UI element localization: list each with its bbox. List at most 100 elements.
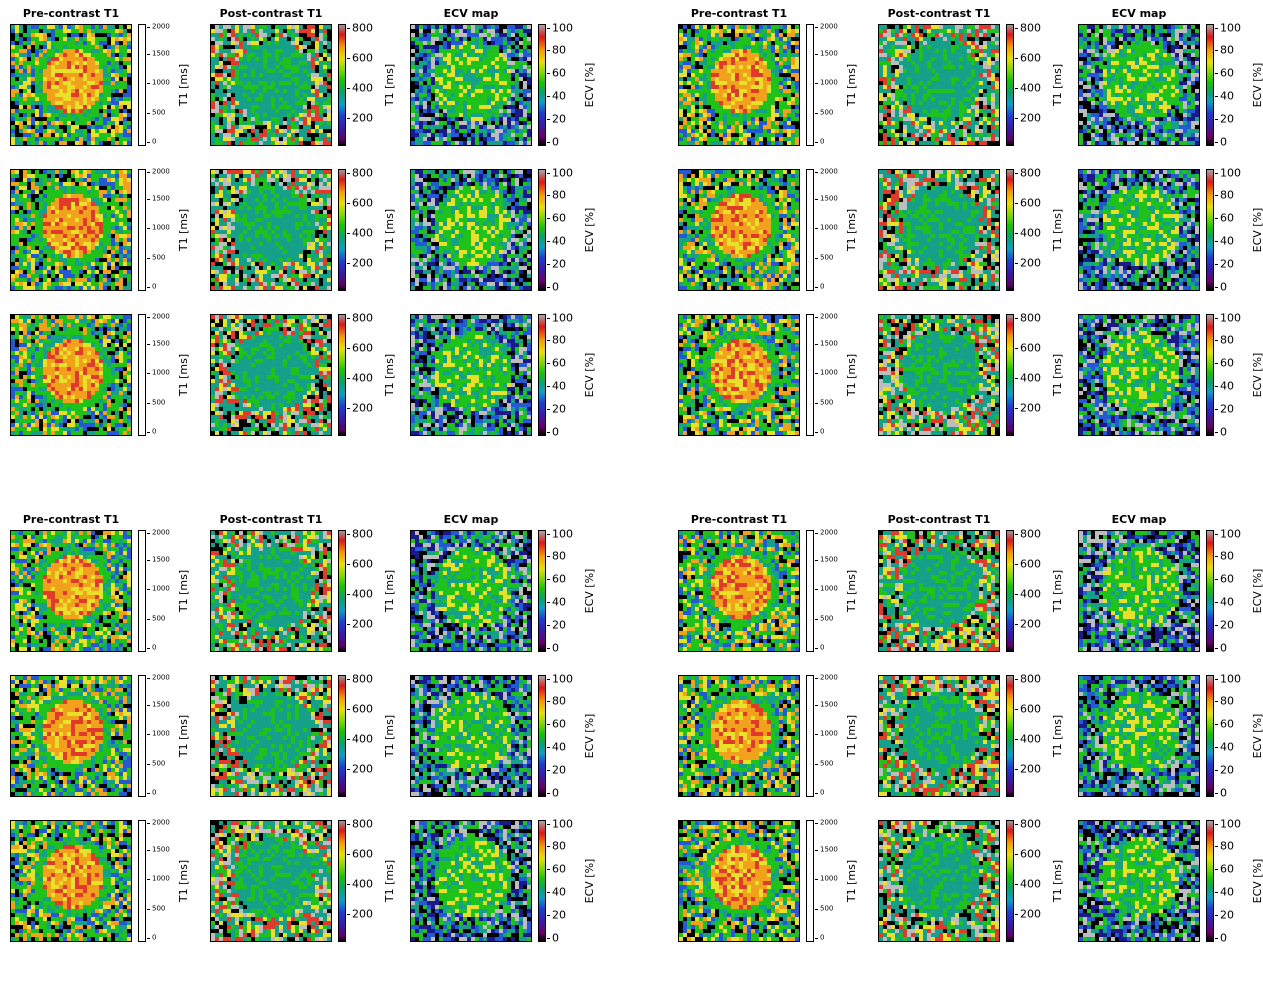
colorbar-tick bbox=[1015, 173, 1018, 174]
colorbar-tick-label: 500 bbox=[152, 761, 165, 768]
pre-colorbar bbox=[138, 314, 146, 436]
colorbar-axis-label: T1 [ms] bbox=[846, 354, 857, 396]
ecv-colorbar bbox=[1206, 820, 1214, 942]
pre-map-image bbox=[10, 675, 132, 797]
colorbar-tick bbox=[1215, 846, 1218, 847]
post-colorbar bbox=[1006, 169, 1014, 291]
colorbar-tick bbox=[1215, 432, 1218, 433]
post-colorbar bbox=[338, 530, 346, 652]
colorbar-tick bbox=[147, 373, 150, 374]
colorbar-tick-label: 400 bbox=[1020, 879, 1041, 890]
colorbar-tick-label: 500 bbox=[820, 616, 833, 623]
colorbar-tick bbox=[815, 533, 818, 534]
ecv-colorbar bbox=[1206, 675, 1214, 797]
colorbar-tick-label: 40 bbox=[552, 887, 566, 898]
colorbar-tick-label: 400 bbox=[352, 879, 373, 890]
colorbar-tick-label: 400 bbox=[1020, 589, 1041, 600]
colorbar-tick-label: 400 bbox=[352, 373, 373, 384]
colorbar-tick-label: 0 bbox=[152, 645, 156, 652]
colorbar-axis-label: ECV [%] bbox=[584, 208, 595, 253]
colorbar-tick-label: 1500 bbox=[820, 557, 838, 564]
colorbar-axis-label: T1 [ms] bbox=[384, 209, 395, 251]
colorbar-tick bbox=[147, 172, 150, 173]
colorbar-tick-label: 800 bbox=[352, 23, 373, 34]
colorbar-tick bbox=[815, 199, 818, 200]
colorbar-axis-label: ECV [%] bbox=[584, 569, 595, 614]
colorbar-axis-label: T1 [ms] bbox=[384, 715, 395, 757]
colorbar-tick-label: 80 bbox=[552, 190, 566, 201]
pre-colorbar bbox=[138, 675, 146, 797]
colorbar-tick-label: 40 bbox=[1220, 887, 1234, 898]
colorbar-tick-label: 1500 bbox=[820, 847, 838, 854]
colorbar-tick bbox=[147, 619, 150, 620]
colorbar-tick bbox=[1215, 724, 1218, 725]
pre-title: Pre-contrast T1 bbox=[678, 7, 800, 20]
pre-map-image bbox=[678, 169, 800, 291]
colorbar-tick bbox=[1215, 824, 1218, 825]
colorbar-tick-label: 800 bbox=[352, 168, 373, 179]
colorbar-tick bbox=[347, 824, 350, 825]
colorbar-tick bbox=[1215, 28, 1218, 29]
colorbar-axis-label: ECV [%] bbox=[1252, 569, 1263, 614]
ecv-map-image bbox=[1078, 24, 1200, 146]
colorbar-tick-label: 1000 bbox=[820, 370, 838, 377]
colorbar-tick bbox=[347, 408, 350, 409]
colorbar-tick bbox=[547, 579, 550, 580]
colorbar-tick bbox=[1015, 28, 1018, 29]
colorbar-tick-label: 80 bbox=[1220, 841, 1234, 852]
colorbar-tick-label: 400 bbox=[1020, 228, 1041, 239]
colorbar-tick bbox=[147, 113, 150, 114]
colorbar-tick-label: 500 bbox=[152, 400, 165, 407]
colorbar-tick-label: 40 bbox=[1220, 381, 1234, 392]
colorbar-tick-label: 20 bbox=[552, 114, 566, 125]
colorbar-tick bbox=[1215, 579, 1218, 580]
colorbar-tick-label: 60 bbox=[552, 213, 566, 224]
pre-map-image bbox=[678, 530, 800, 652]
colorbar-tick-label: 100 bbox=[552, 168, 573, 179]
ecv-map-image bbox=[1078, 820, 1200, 942]
post-map-image bbox=[210, 675, 332, 797]
colorbar-tick-label: 0 bbox=[152, 935, 156, 942]
colorbar-tick-label: 800 bbox=[1020, 168, 1041, 179]
colorbar-tick bbox=[147, 938, 150, 939]
colorbar-tick-label: 1500 bbox=[152, 51, 170, 58]
colorbar-axis-label: T1 [ms] bbox=[384, 64, 395, 106]
colorbar-tick-label: 60 bbox=[552, 864, 566, 875]
colorbar-tick-label: 0 bbox=[820, 139, 824, 146]
colorbar-tick bbox=[815, 648, 818, 649]
colorbar-tick bbox=[347, 709, 350, 710]
colorbar-tick bbox=[147, 648, 150, 649]
colorbar-tick bbox=[1215, 747, 1218, 748]
colorbar-tick bbox=[547, 770, 550, 771]
colorbar-tick-label: 2000 bbox=[820, 820, 838, 827]
colorbar-tick bbox=[347, 263, 350, 264]
colorbar-tick-label: 100 bbox=[552, 529, 573, 540]
colorbar-tick-label: 100 bbox=[552, 819, 573, 830]
colorbar-tick bbox=[547, 432, 550, 433]
colorbar-tick bbox=[547, 793, 550, 794]
colorbar-tick bbox=[815, 850, 818, 851]
colorbar-tick bbox=[147, 83, 150, 84]
colorbar-tick-label: 60 bbox=[552, 574, 566, 585]
colorbar-tick-label: 0 bbox=[820, 284, 824, 291]
colorbar-tick bbox=[1015, 769, 1018, 770]
colorbar-tick-label: 100 bbox=[1220, 529, 1241, 540]
colorbar-tick bbox=[1015, 594, 1018, 595]
colorbar-tick bbox=[1215, 173, 1218, 174]
colorbar-tick bbox=[1215, 625, 1218, 626]
colorbar-tick bbox=[815, 344, 818, 345]
colorbar-tick-label: 20 bbox=[1220, 114, 1234, 125]
colorbar-axis-label: T1 [ms] bbox=[178, 715, 189, 757]
colorbar-tick bbox=[347, 624, 350, 625]
ecv-map-image bbox=[410, 24, 532, 146]
colorbar-tick-label: 1000 bbox=[152, 80, 170, 87]
colorbar-tick-label: 500 bbox=[820, 761, 833, 768]
colorbar-tick bbox=[815, 560, 818, 561]
post-colorbar bbox=[338, 169, 346, 291]
colorbar-tick-label: 60 bbox=[1220, 68, 1234, 79]
post-title: Post-contrast T1 bbox=[210, 7, 332, 20]
colorbar-tick-label: 500 bbox=[152, 616, 165, 623]
colorbar-tick-label: 400 bbox=[1020, 83, 1041, 94]
